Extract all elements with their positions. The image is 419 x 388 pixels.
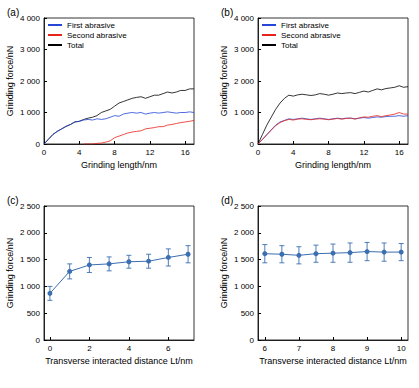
svg-text:6: 6 bbox=[166, 344, 171, 353]
svg-text:9: 9 bbox=[365, 344, 370, 353]
svg-text:6: 6 bbox=[263, 344, 268, 353]
svg-text:Grinding force/nN: Grinding force/nN bbox=[5, 238, 15, 309]
svg-text:First abrasive: First abrasive bbox=[67, 21, 116, 30]
svg-text:Total: Total bbox=[281, 41, 298, 50]
svg-text:0: 0 bbox=[250, 336, 255, 345]
svg-text:1 500: 1 500 bbox=[234, 255, 255, 264]
svg-text:Grinding force/nN: Grinding force/nN bbox=[5, 46, 15, 117]
svg-text:0: 0 bbox=[250, 140, 255, 149]
svg-text:Second abrasive: Second abrasive bbox=[67, 31, 127, 40]
svg-text:4 000: 4 000 bbox=[20, 14, 41, 23]
svg-text:(a): (a) bbox=[7, 7, 19, 18]
svg-text:2 500: 2 500 bbox=[20, 202, 41, 211]
svg-text:2 000: 2 000 bbox=[234, 77, 255, 86]
svg-text:2 000: 2 000 bbox=[234, 228, 255, 237]
svg-text:Second abrasive: Second abrasive bbox=[281, 31, 341, 40]
svg-text:1 500: 1 500 bbox=[20, 255, 41, 264]
svg-text:First abrasive: First abrasive bbox=[281, 21, 330, 30]
svg-text:Grinding force/nN: Grinding force/nN bbox=[219, 46, 229, 117]
svg-text:2 000: 2 000 bbox=[20, 77, 41, 86]
svg-text:4: 4 bbox=[127, 344, 132, 353]
svg-text:Grinding length/nm: Grinding length/nm bbox=[81, 160, 157, 170]
svg-text:7: 7 bbox=[297, 344, 302, 353]
svg-text:8: 8 bbox=[331, 344, 336, 353]
svg-text:0: 0 bbox=[48, 344, 53, 353]
svg-text:0: 0 bbox=[36, 140, 41, 149]
svg-text:1 000: 1 000 bbox=[234, 282, 255, 291]
svg-text:(d): (d) bbox=[221, 195, 233, 206]
svg-text:(c): (c) bbox=[7, 195, 19, 206]
svg-text:3 000: 3 000 bbox=[234, 45, 255, 54]
svg-text:Transverse interacted distance: Transverse interacted distance Lt/nm bbox=[45, 356, 193, 366]
svg-text:Transverse interacted distance: Transverse interacted distance Lt/nm bbox=[259, 356, 407, 366]
svg-text:2 500: 2 500 bbox=[234, 202, 255, 211]
svg-text:10: 10 bbox=[397, 344, 406, 353]
svg-text:2 000: 2 000 bbox=[20, 228, 41, 237]
svg-text:0: 0 bbox=[256, 148, 261, 157]
svg-text:4: 4 bbox=[77, 148, 82, 157]
svg-text:1 000: 1 000 bbox=[234, 108, 255, 117]
svg-text:1 000: 1 000 bbox=[20, 108, 41, 117]
svg-text:3 000: 3 000 bbox=[20, 45, 41, 54]
svg-text:12: 12 bbox=[145, 148, 154, 157]
svg-text:8: 8 bbox=[112, 148, 117, 157]
svg-text:16: 16 bbox=[395, 148, 404, 157]
svg-text:(b): (b) bbox=[221, 7, 233, 18]
svg-text:Grinding force/nN: Grinding force/nN bbox=[219, 238, 229, 309]
svg-text:12: 12 bbox=[359, 148, 368, 157]
svg-text:0: 0 bbox=[42, 148, 47, 157]
svg-text:4: 4 bbox=[291, 148, 296, 157]
svg-text:Total: Total bbox=[67, 41, 84, 50]
svg-text:Grinding length/nm: Grinding length/nm bbox=[295, 160, 371, 170]
svg-text:4 000: 4 000 bbox=[234, 14, 255, 23]
svg-text:0: 0 bbox=[36, 336, 41, 345]
svg-text:2: 2 bbox=[87, 344, 92, 353]
svg-text:500: 500 bbox=[241, 309, 255, 318]
svg-text:16: 16 bbox=[181, 148, 190, 157]
svg-text:8: 8 bbox=[326, 148, 331, 157]
svg-text:1 000: 1 000 bbox=[20, 282, 41, 291]
svg-text:500: 500 bbox=[27, 309, 41, 318]
